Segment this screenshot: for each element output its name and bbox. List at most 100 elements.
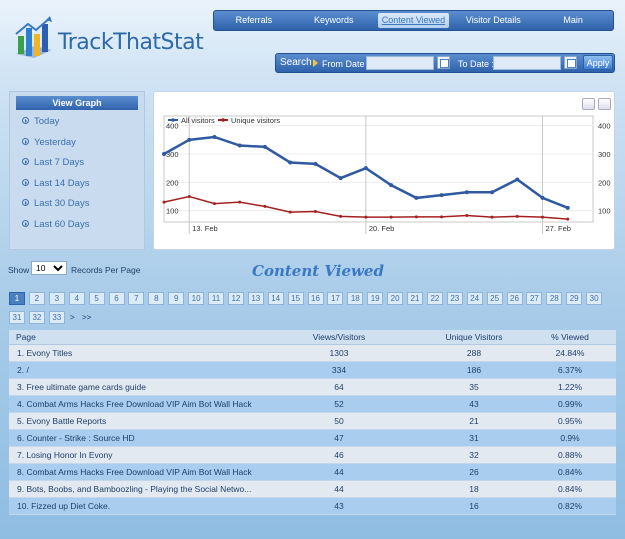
page-link[interactable]: 3 <box>48 292 65 305</box>
records-control: Show 10 Records Per Page <box>8 261 140 275</box>
page-link[interactable]: 17 <box>327 292 344 305</box>
from-date-input[interactable] <box>366 56 434 70</box>
cell-page: 10. Fizzed up Diet Coke. <box>17 501 111 511</box>
data-point <box>439 193 444 198</box>
page-link[interactable]: 29 <box>566 292 583 305</box>
page-link[interactable]: 14 <box>267 292 284 305</box>
cell-page: 6. Counter - Strike : Source HD <box>17 433 135 443</box>
table-row[interactable]: 6. Counter - Strike : Source HD 47 31 0.9% <box>9 430 616 447</box>
to-date-input[interactable] <box>493 56 561 70</box>
cell-unique: 32 <box>469 450 479 460</box>
data-point <box>364 215 368 219</box>
page-link[interactable]: 30 <box>586 292 603 305</box>
table-row[interactable]: 9. Bots, Boobs, and Bamboozling - Playin… <box>9 481 616 498</box>
page-link[interactable]: 11 <box>208 292 224 305</box>
page-link[interactable]: 24 <box>466 292 483 305</box>
y-tick-right: 100 <box>598 207 611 216</box>
page-link[interactable]: 25 <box>486 292 503 305</box>
data-point <box>464 190 469 195</box>
page-link[interactable]: 23 <box>446 292 463 305</box>
range-label: Today <box>34 116 60 127</box>
bullet-icon <box>22 220 29 227</box>
page-link[interactable]: 18 <box>347 292 364 305</box>
cell-pct: 24.84% <box>555 348 585 358</box>
x-tick-label: 20. Feb <box>369 224 394 233</box>
page-link[interactable]: 6 <box>108 292 125 305</box>
nav-visitor-details[interactable]: Visitor Details <box>465 15 521 25</box>
nav-keywords[interactable]: Keywords <box>313 15 354 25</box>
page-link[interactable]: 20 <box>387 292 404 305</box>
page-link[interactable]: 32 <box>28 311 45 324</box>
page-link[interactable]: 28 <box>546 292 563 305</box>
cell-unique: 18 <box>469 484 479 494</box>
cell-views: 334 <box>331 365 347 375</box>
legend-label: Unique visitors <box>231 116 280 125</box>
page-link[interactable]: 15 <box>287 292 304 305</box>
to-date-label: To Date : <box>458 59 495 69</box>
range-label: Last 7 Days <box>34 157 85 168</box>
cell-views: 47 <box>334 433 344 443</box>
page-link[interactable]: 19 <box>367 292 384 305</box>
table-row[interactable]: 3. Free ultimate game cards guide 64 35 1.2… <box>9 379 616 396</box>
table-row[interactable]: 7. Losing Honor In Evony 46 32 0.88% <box>9 447 616 464</box>
x-tick-label: 13. Feb <box>192 224 217 233</box>
page-link[interactable]: 33 <box>48 311 65 324</box>
records-per-page-select[interactable]: 10 <box>31 261 67 275</box>
y-tick-left: 100 <box>166 207 179 216</box>
table-row[interactable]: 4. Combat Arms Hacks Free Download VIP A… <box>9 396 616 413</box>
page-link[interactable]: 8 <box>148 292 165 305</box>
page-link[interactable]: 7 <box>128 292 145 305</box>
page-link[interactable]: 22 <box>426 292 443 305</box>
cell-views: 44 <box>334 467 344 477</box>
table-row[interactable]: 1. Evony Titles 1303 288 24.84% <box>9 345 616 362</box>
legend-marker <box>171 118 175 122</box>
range-yesterday[interactable]: Yesterday <box>22 137 76 148</box>
cell-views: 1303 <box>329 348 349 358</box>
page-link[interactable]: 21 <box>407 292 423 305</box>
page-link[interactable]: 9 <box>168 292 185 305</box>
header-views: Views/Visitors <box>312 332 366 342</box>
next-page-link[interactable]: > <box>70 313 75 322</box>
data-point <box>288 210 292 214</box>
range-last-7-days[interactable]: Last 7 Days <box>22 157 84 168</box>
page-link[interactable]: 12 <box>227 292 244 305</box>
search-bar: Search From Date : To Date : Apply <box>275 53 615 73</box>
page-link[interactable]: 10 <box>188 292 205 305</box>
page-link[interactable]: 16 <box>307 292 324 305</box>
page-link[interactable]: 31 <box>9 311 25 324</box>
data-point <box>389 215 393 219</box>
table-row[interactable]: 8. Combat Arms Hacks Free Download VIP A… <box>9 464 616 481</box>
table-row[interactable]: 10. Fizzed up Diet Coke. 43 16 0.82% <box>9 498 616 515</box>
cell-pct: 0.84% <box>557 467 583 477</box>
page-link[interactable]: 27 <box>526 292 543 305</box>
bullet-icon <box>22 199 29 206</box>
content-table: Page Views/Visitors Unique Visitors % Vi… <box>9 330 616 515</box>
page-link[interactable]: 5 <box>88 292 105 305</box>
range-today[interactable]: Today <box>22 116 59 127</box>
apply-button[interactable]: Apply <box>583 55 613 70</box>
data-point <box>338 176 343 181</box>
table-row[interactable]: 5. Evony Battle Reports 50 21 0.95% <box>9 413 616 430</box>
nav-content-viewed[interactable]: Content Viewed <box>377 13 450 28</box>
cell-pct: 1.22% <box>557 382 583 392</box>
cell-page: 4. Combat Arms Hacks Free Download VIP A… <box>17 399 254 409</box>
data-point <box>515 177 520 182</box>
download-icon[interactable] <box>598 98 611 110</box>
print-icon[interactable] <box>582 98 595 110</box>
nav-referrals[interactable]: Referrals <box>235 15 273 25</box>
nav-main[interactable]: Main <box>563 15 583 25</box>
last-page-link[interactable]: >> <box>82 313 92 322</box>
range-last-14-days[interactable]: Last 14 Days <box>22 178 89 189</box>
table-row[interactable]: 2. / 334 186 6.37% <box>9 362 616 379</box>
plot-frame <box>163 115 594 223</box>
page-link[interactable]: 2 <box>28 292 45 305</box>
page-link[interactable]: 13 <box>247 292 264 305</box>
range-label: Yesterday <box>34 137 76 148</box>
from-calendar-icon[interactable] <box>437 56 450 69</box>
range-last-60-days[interactable]: Last 60 Days <box>22 219 89 230</box>
page-link[interactable]: 26 <box>506 292 523 305</box>
page-link[interactable]: 1 <box>9 292 25 305</box>
range-last-30-days[interactable]: Last 30 Days <box>22 198 89 209</box>
page-link[interactable]: 4 <box>68 292 85 305</box>
to-calendar-icon[interactable] <box>564 56 577 69</box>
